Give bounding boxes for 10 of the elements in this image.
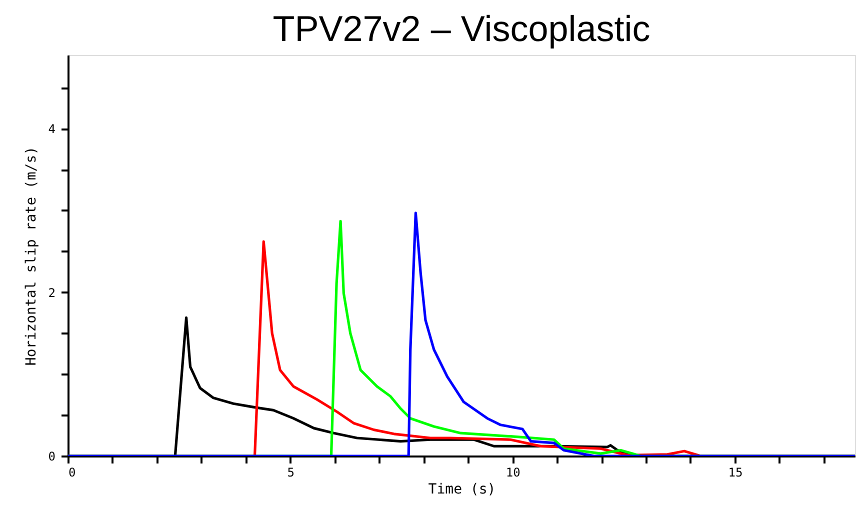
y-tick-label: 2 xyxy=(48,286,56,300)
x-tick-label: 15 xyxy=(728,466,743,480)
x-axis-title: Time (s) xyxy=(428,482,496,498)
chart-title: TPV27v2 – Viscoplastic xyxy=(272,8,650,49)
x-tick-label: 5 xyxy=(287,466,294,480)
y-axis-title: Horizontal slip rate (m/s) xyxy=(23,146,40,366)
y-tick-label: 0 xyxy=(48,450,56,464)
y-tick-label: 4 xyxy=(48,122,56,136)
x-tick-label: 0 xyxy=(68,466,76,480)
x-tick-label: 10 xyxy=(506,466,520,480)
